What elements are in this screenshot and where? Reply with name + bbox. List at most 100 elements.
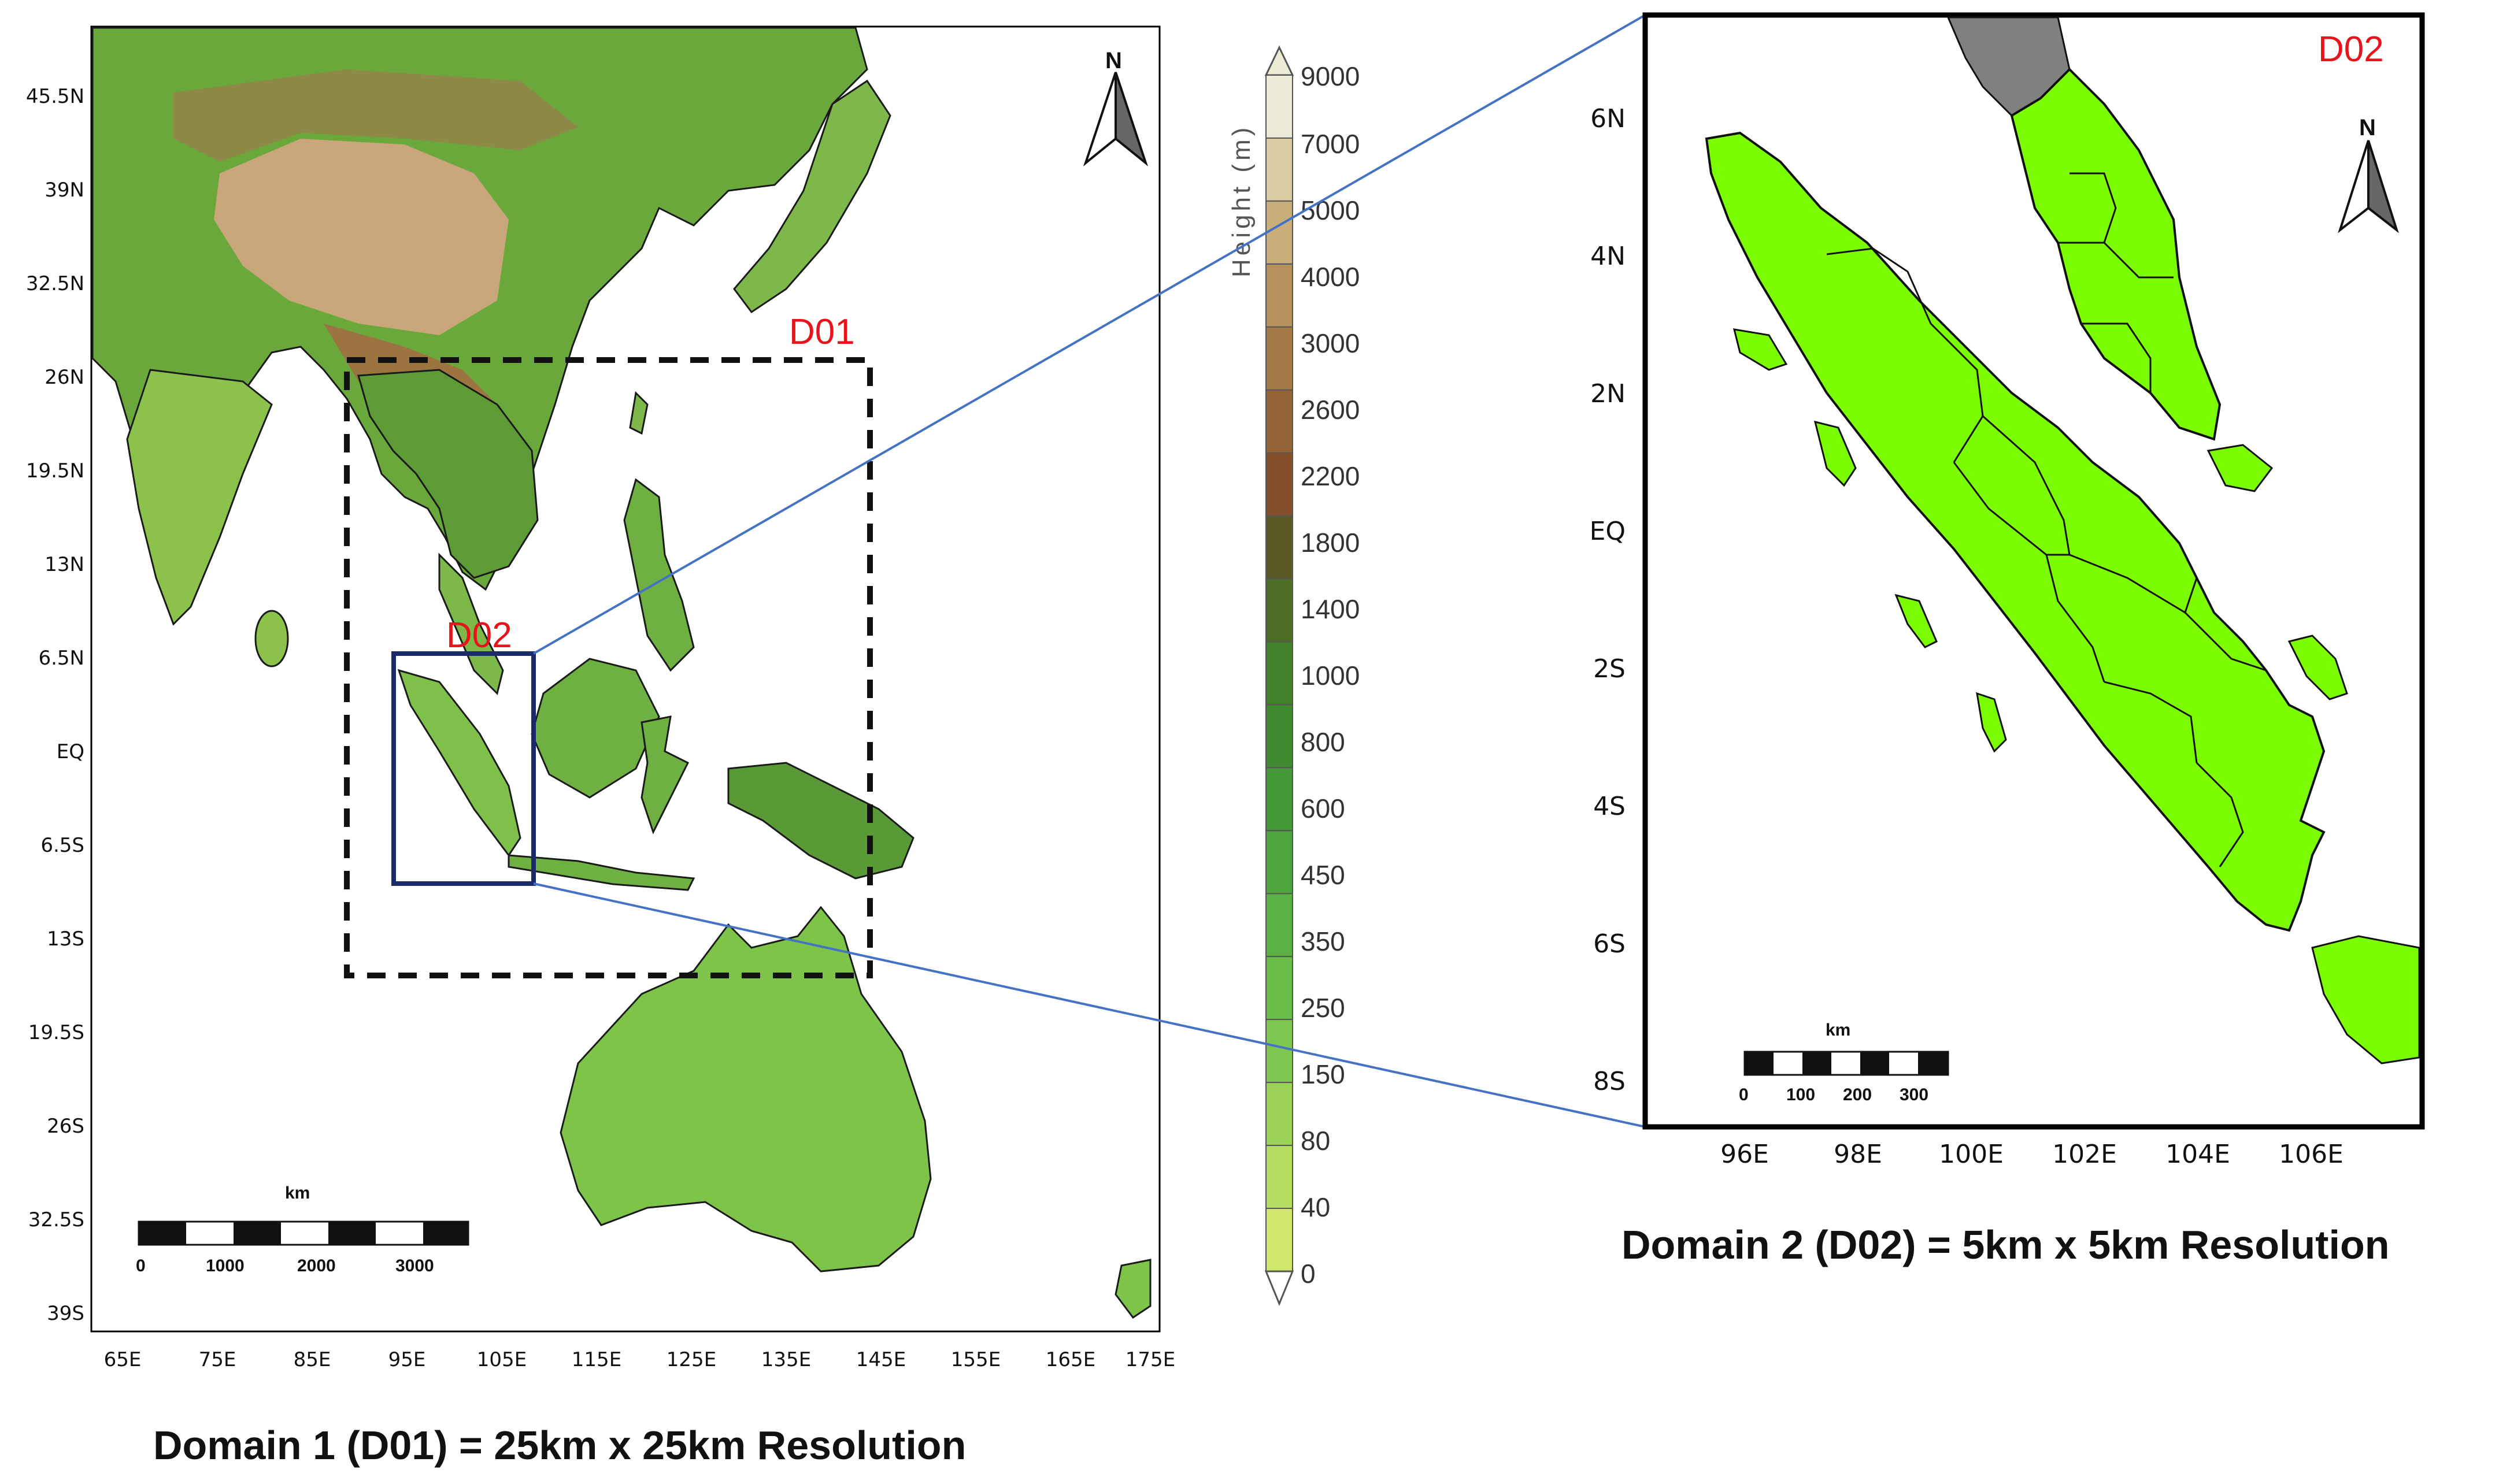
lon-tick: 65E [104, 1348, 142, 1371]
lon-tick: 98E [1834, 1140, 1882, 1169]
caption-domain1: Domain 1 (D01) = 25km x 25km Resolution [153, 1423, 966, 1468]
colorbar-label: 600 [1301, 793, 1345, 823]
province-border [1826, 247, 1932, 324]
lon-tick: 135E [761, 1348, 811, 1371]
lat-tick: EQ [1590, 517, 1626, 546]
lon-tick: 165E [1046, 1348, 1095, 1371]
indochina [357, 369, 539, 579]
taiwan [629, 391, 649, 435]
lat-axis-2: 6N 4N 2N EQ 2S 4S 6S 8S [1590, 104, 1626, 1096]
d01-domain-box [344, 357, 873, 978]
sulawesi [641, 715, 690, 834]
lat-tick: 13S [47, 928, 84, 951]
colorbar-segment [1265, 956, 1293, 1021]
colorbar-segment [1265, 767, 1293, 832]
d02-label: D02 [446, 615, 512, 655]
sumatra-d02 [1705, 131, 2326, 932]
colorbar-label: 40 [1301, 1192, 1330, 1222]
colorbar-label: 800 [1301, 727, 1345, 757]
mentawai-island [1976, 692, 2007, 753]
scale-label: 0 [136, 1256, 146, 1275]
lat-tick: 32.5S [28, 1208, 84, 1231]
province-border [2069, 554, 2198, 614]
lat-axis-1: 45.5N 39N 32.5N 26N 19.5N 13N 6.5N EQ 6.… [26, 85, 84, 1325]
india-peninsula [126, 369, 273, 626]
colorbar-segment [1265, 452, 1293, 517]
colorbar-segment [1265, 263, 1293, 328]
lon-tick: 155E [951, 1348, 1001, 1371]
d02-panel-label: D02 [2318, 29, 2384, 69]
lat-tick: 8S [1593, 1067, 1626, 1096]
scale-label: 0 [1739, 1085, 1749, 1104]
domain1-map: D01 D02 N km 0 1000 2000 3000 45.5N 39N [26, 25, 1176, 1468]
lat-tick: 6.5N [38, 647, 84, 670]
province-border [1953, 462, 2069, 556]
scale-seg [1918, 1052, 1948, 1075]
colorbar-label: 0 [1301, 1259, 1316, 1289]
philippines [623, 478, 695, 672]
lon-tick: 100E [1939, 1140, 2004, 1169]
lon-tick: 175E [1126, 1348, 1175, 1371]
d01-label: D01 [789, 312, 855, 352]
riau-islands [2206, 444, 2274, 492]
province-border [2196, 762, 2244, 867]
lon-tick: 106E [2279, 1140, 2343, 1169]
zoom-line-top-right [533, 14, 1646, 655]
lat-tick: 26N [45, 366, 84, 389]
borneo [531, 658, 660, 799]
lat-tick: 6N [1590, 104, 1626, 133]
scale-unit: km [1826, 1021, 1850, 1040]
colorbar-label: 450 [1301, 860, 1345, 890]
province-border [2104, 681, 2198, 763]
lat-tick: 39S [47, 1302, 84, 1325]
lon-tick: 75E [199, 1348, 236, 1371]
java-west-d02 [2311, 935, 2420, 1064]
scale-seg [1802, 1052, 1831, 1075]
lon-axis-1: 65E 75E 85E 95E 105E 115E 125E 135E 145E… [104, 1348, 1176, 1371]
tasmania [1115, 1259, 1152, 1319]
colorbar-segment [1265, 578, 1293, 643]
scale-seg [139, 1222, 186, 1245]
north-arrow-label: N [1105, 48, 1122, 73]
lat-tick: 19.5N [26, 459, 84, 483]
lon-tick: 96E [1720, 1140, 1769, 1169]
colorbar-label: 150 [1301, 1059, 1345, 1089]
scale-seg [1745, 1052, 1774, 1075]
lat-tick: 19.5S [28, 1021, 84, 1044]
colorbar-segment [1265, 1145, 1293, 1210]
lat-tick: 6.5S [40, 834, 84, 857]
colorbar-label: 250 [1301, 993, 1345, 1023]
colorbar-label: 5000 [1301, 195, 1360, 225]
lat-tick: 13N [45, 553, 84, 576]
lat-tick: 4S [1593, 792, 1626, 821]
colorbar-label: 1400 [1301, 594, 1360, 624]
colorbar-segment [1265, 1019, 1293, 1084]
caption-domain2: Domain 2 (D02) = 5km x 5km Resolution [1621, 1222, 2389, 1267]
colorbar-segment [1265, 326, 1293, 391]
colorbar-segments [1265, 75, 1293, 1272]
height-colorbar: Height (m) 9000 7000 5000 4000 3000 2600 2200 1… [1227, 45, 1360, 1306]
scale-seg [423, 1222, 468, 1245]
colorbar-segment [1265, 830, 1293, 895]
lat-tick: 6S [1593, 929, 1626, 959]
colorbar-label: 4000 [1301, 262, 1360, 292]
colorbar-segment [1265, 200, 1293, 265]
tibetan-plateau [214, 139, 509, 335]
province-borders [1826, 172, 2267, 867]
zoom-connector-lines [533, 14, 1646, 1128]
bangka-island [2287, 635, 2348, 700]
province-border [2184, 611, 2267, 671]
province-border [1982, 415, 2071, 555]
mongolia-highland [173, 69, 578, 162]
lon-tick: 125E [667, 1348, 716, 1371]
province-border [2081, 322, 2152, 393]
colorbar-label: 1000 [1301, 661, 1360, 691]
scale-label: 1000 [206, 1256, 245, 1275]
colorbar-segment [1265, 1208, 1293, 1272]
colorbar-segment [1265, 893, 1293, 958]
lat-tick: 45.5N [26, 85, 84, 108]
lat-tick: 2S [1593, 654, 1626, 684]
lon-tick: 95E [388, 1348, 426, 1371]
scale-label: 300 [1900, 1085, 1928, 1104]
